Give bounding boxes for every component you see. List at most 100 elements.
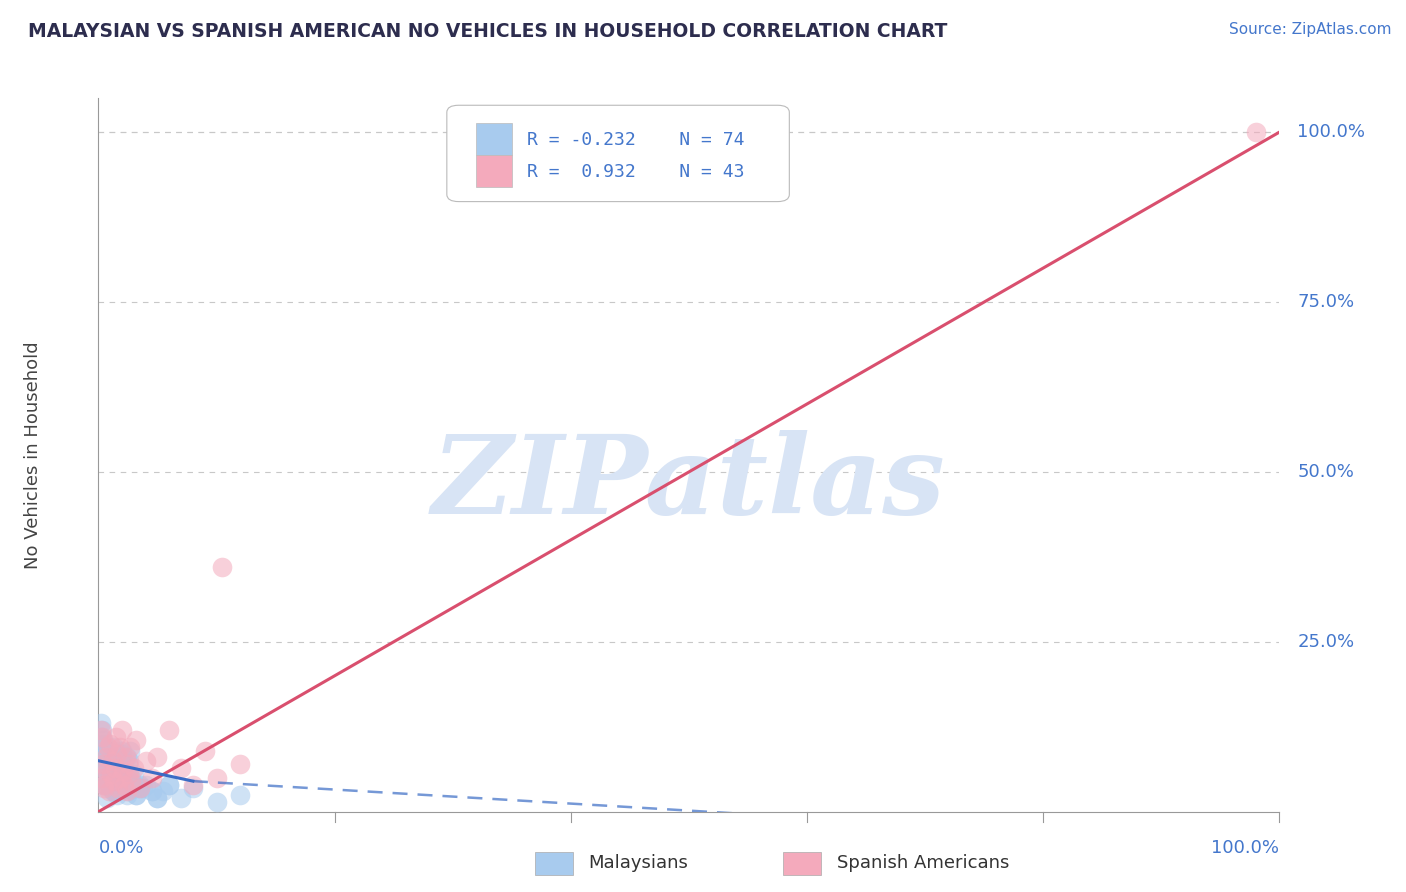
- Bar: [477, 155, 512, 187]
- Text: 75.0%: 75.0%: [1298, 293, 1354, 311]
- Point: [141, 784, 163, 798]
- Bar: [477, 123, 512, 155]
- Point: [103, 743, 125, 757]
- Point: [122, 780, 145, 795]
- Point: [100, 767, 122, 781]
- Point: [91, 771, 114, 785]
- Point: [107, 771, 129, 785]
- Point: [120, 743, 142, 757]
- Point: [101, 784, 124, 798]
- Point: [101, 754, 124, 768]
- Point: [91, 723, 114, 738]
- Point: [98, 771, 121, 785]
- Point: [117, 757, 139, 772]
- Point: [111, 743, 134, 757]
- Point: [181, 778, 204, 792]
- Point: [110, 771, 132, 785]
- Text: Spanish Americans: Spanish Americans: [837, 855, 1010, 872]
- Point: [114, 750, 136, 764]
- Point: [94, 764, 117, 778]
- Point: [98, 750, 121, 764]
- Point: [103, 740, 125, 755]
- Text: Malaysians: Malaysians: [589, 855, 689, 872]
- Point: [100, 754, 122, 768]
- Point: [98, 737, 121, 751]
- Point: [96, 764, 118, 778]
- Text: No Vehicles in Household: No Vehicles in Household: [24, 341, 42, 569]
- Point: [100, 750, 122, 764]
- Point: [157, 778, 180, 792]
- Point: [127, 780, 149, 795]
- Point: [118, 767, 141, 781]
- Point: [194, 743, 217, 757]
- Point: [103, 774, 125, 789]
- Point: [90, 716, 112, 731]
- Point: [97, 743, 120, 757]
- Point: [98, 784, 121, 798]
- Point: [121, 771, 143, 785]
- Text: R =  0.932    N = 43: R = 0.932 N = 43: [527, 162, 745, 180]
- Point: [146, 791, 169, 805]
- Point: [141, 784, 163, 798]
- Point: [112, 764, 135, 778]
- Point: [94, 764, 117, 778]
- Point: [93, 778, 115, 792]
- Point: [211, 560, 233, 574]
- Point: [101, 784, 124, 798]
- Point: [120, 774, 142, 789]
- Point: [170, 760, 193, 774]
- Point: [97, 740, 120, 755]
- Point: [118, 754, 141, 768]
- Point: [205, 771, 228, 785]
- Point: [97, 757, 120, 772]
- Point: [1244, 125, 1267, 139]
- Point: [115, 750, 138, 764]
- Point: [105, 788, 128, 802]
- Bar: [783, 852, 821, 874]
- Point: [112, 780, 135, 795]
- Point: [146, 791, 169, 805]
- Point: [152, 784, 174, 798]
- Point: [93, 780, 115, 795]
- Point: [115, 788, 138, 802]
- Point: [107, 780, 129, 795]
- Point: [91, 737, 114, 751]
- Text: R = -0.232    N = 74: R = -0.232 N = 74: [527, 130, 745, 148]
- Point: [117, 784, 139, 798]
- Point: [181, 780, 204, 795]
- Point: [93, 778, 115, 792]
- Point: [93, 747, 115, 761]
- Point: [146, 750, 169, 764]
- Point: [125, 788, 148, 802]
- Point: [90, 723, 112, 738]
- Text: MALAYSIAN VS SPANISH AMERICAN NO VEHICLES IN HOUSEHOLD CORRELATION CHART: MALAYSIAN VS SPANISH AMERICAN NO VEHICLE…: [28, 22, 948, 41]
- Point: [205, 795, 228, 809]
- Point: [170, 791, 193, 805]
- Text: ZIPatlas: ZIPatlas: [432, 430, 946, 537]
- Point: [128, 780, 150, 795]
- Point: [157, 723, 180, 738]
- Point: [90, 730, 112, 744]
- Point: [91, 757, 114, 772]
- Text: 50.0%: 50.0%: [1298, 463, 1354, 481]
- Point: [94, 750, 117, 764]
- Point: [141, 771, 163, 785]
- Point: [105, 757, 128, 772]
- Point: [105, 784, 128, 798]
- Text: Source: ZipAtlas.com: Source: ZipAtlas.com: [1229, 22, 1392, 37]
- Point: [128, 780, 150, 795]
- Point: [105, 730, 128, 744]
- Point: [91, 733, 114, 747]
- Point: [91, 740, 114, 755]
- Point: [114, 771, 136, 785]
- Point: [107, 767, 129, 781]
- Point: [96, 791, 118, 805]
- Point: [98, 760, 121, 774]
- Point: [110, 757, 132, 772]
- Point: [121, 774, 143, 789]
- Point: [112, 771, 135, 785]
- Point: [135, 754, 157, 768]
- Point: [125, 733, 148, 747]
- Point: [111, 723, 134, 738]
- Point: [157, 778, 180, 792]
